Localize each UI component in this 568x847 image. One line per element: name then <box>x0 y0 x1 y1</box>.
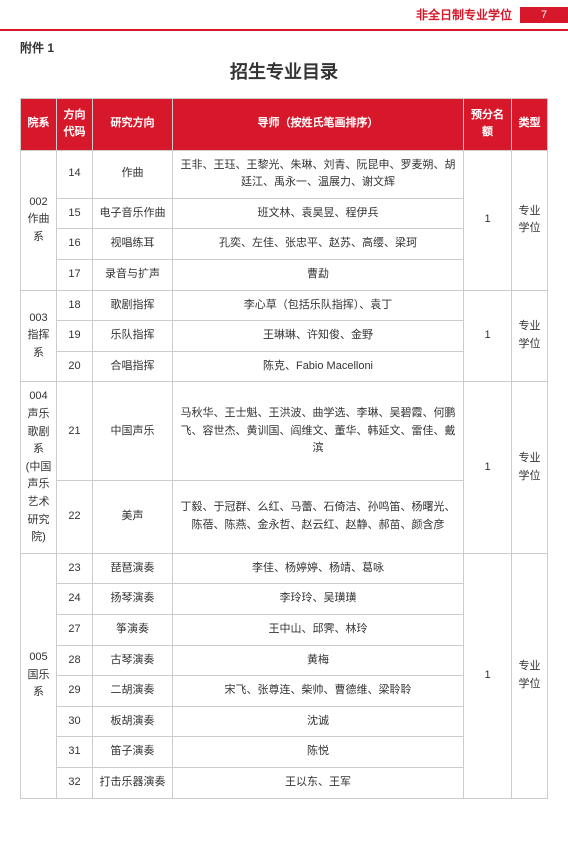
cell-tutor: 黄梅 <box>173 645 464 676</box>
cell-code: 32 <box>57 767 93 798</box>
cell-dept: 005国乐系 <box>21 553 57 798</box>
cell-code: 22 <box>57 481 93 553</box>
cell-tutor: 李佳、杨婷婷、杨靖、葛咏 <box>173 553 464 584</box>
cell-tutor: 李玲玲、吴璜璜 <box>173 584 464 615</box>
cell-quota: 1 <box>464 382 512 553</box>
cell-tutor: 李心草（包括乐队指挥）、袁丁 <box>173 290 464 321</box>
cell-quota: 1 <box>464 150 512 290</box>
cell-type: 专业学位 <box>512 553 548 798</box>
cell-tutor: 马秋华、王士魁、王洪波、曲学选、李琳、吴碧霞、何鹏飞、容世杰、黄训国、阎维文、董… <box>173 382 464 481</box>
cell-type: 专业学位 <box>512 382 548 553</box>
page-number: 7 <box>520 7 568 23</box>
cell-code: 29 <box>57 676 93 707</box>
cell-direction: 歌剧指挥 <box>93 290 173 321</box>
cell-type: 专业学位 <box>512 290 548 382</box>
cell-tutor: 王以东、王军 <box>173 767 464 798</box>
cell-code: 31 <box>57 737 93 768</box>
cell-code: 17 <box>57 260 93 291</box>
cell-direction: 筝演奏 <box>93 614 173 645</box>
cell-type: 专业学位 <box>512 150 548 290</box>
cell-tutor: 沈诚 <box>173 706 464 737</box>
th-dept: 院系 <box>21 98 57 150</box>
cell-tutor: 丁毅、于冠群、么红、马蕾、石倚洁、孙鸣笛、杨曙光、陈蓓、陈燕、金永哲、赵云红、赵… <box>173 481 464 553</box>
header-label: 非全日制专业学位 <box>416 6 512 23</box>
cell-code: 15 <box>57 198 93 229</box>
th-tutor: 导师（按姓氏笔画排序） <box>173 98 464 150</box>
table-row: 002作曲系14作曲王非、王珏、王黎光、朱琳、刘青、阮昆申、罗麦朔、胡廷江、禹永… <box>21 150 548 198</box>
cell-direction: 视唱练耳 <box>93 229 173 260</box>
cell-tutor: 曹勐 <box>173 260 464 291</box>
cell-code: 24 <box>57 584 93 615</box>
table-row: 005国乐系23琵琶演奏李佳、杨婷婷、杨靖、葛咏1专业学位 <box>21 553 548 584</box>
cell-tutor: 陈悦 <box>173 737 464 768</box>
cell-tutor: 班文林、袁昊昱、程伊兵 <box>173 198 464 229</box>
cell-direction: 录音与扩声 <box>93 260 173 291</box>
page-title: 招生专业目录 <box>0 58 568 84</box>
cell-direction: 电子音乐作曲 <box>93 198 173 229</box>
cell-direction: 扬琴演奏 <box>93 584 173 615</box>
catalog-table: 院系 方向代码 研究方向 导师（按姓氏笔画排序） 预分名额 类型 002作曲系1… <box>20 98 548 799</box>
cell-direction: 合唱指挥 <box>93 351 173 382</box>
cell-dept: 004声乐歌剧系 (中国声乐艺术研究院) <box>21 382 57 553</box>
th-type: 类型 <box>512 98 548 150</box>
header-divider <box>0 29 568 31</box>
cell-tutor: 陈克、Fabio Macelloni <box>173 351 464 382</box>
th-code: 方向代码 <box>57 98 93 150</box>
table-row: 004声乐歌剧系 (中国声乐艺术研究院)21中国声乐马秋华、王士魁、王洪波、曲学… <box>21 382 548 481</box>
cell-direction: 琵琶演奏 <box>93 553 173 584</box>
cell-code: 14 <box>57 150 93 198</box>
cell-direction: 打击乐器演奏 <box>93 767 173 798</box>
cell-dept: 002作曲系 <box>21 150 57 290</box>
cell-tutor: 王非、王珏、王黎光、朱琳、刘青、阮昆申、罗麦朔、胡廷江、禹永一、温展力、谢文辉 <box>173 150 464 198</box>
cell-code: 20 <box>57 351 93 382</box>
attachment-label: 附件 1 <box>20 39 568 56</box>
cell-code: 28 <box>57 645 93 676</box>
table-body: 002作曲系14作曲王非、王珏、王黎光、朱琳、刘青、阮昆申、罗麦朔、胡廷江、禹永… <box>21 150 548 798</box>
cell-direction: 古琴演奏 <box>93 645 173 676</box>
cell-code: 18 <box>57 290 93 321</box>
cell-direction: 乐队指挥 <box>93 321 173 352</box>
cell-code: 16 <box>57 229 93 260</box>
th-quota: 预分名额 <box>464 98 512 150</box>
cell-tutor: 孔奕、左佳、张忠平、赵苏、高缨、梁珂 <box>173 229 464 260</box>
cell-direction: 二胡演奏 <box>93 676 173 707</box>
cell-code: 19 <box>57 321 93 352</box>
cell-tutor: 王琳琳、许知俊、金野 <box>173 321 464 352</box>
cell-code: 27 <box>57 614 93 645</box>
cell-direction: 笛子演奏 <box>93 737 173 768</box>
cell-direction: 作曲 <box>93 150 173 198</box>
cell-code: 21 <box>57 382 93 481</box>
cell-quota: 1 <box>464 553 512 798</box>
table-wrapper: 院系 方向代码 研究方向 导师（按姓氏笔画排序） 预分名额 类型 002作曲系1… <box>0 98 568 819</box>
cell-dept: 003指挥系 <box>21 290 57 382</box>
table-header-row: 院系 方向代码 研究方向 导师（按姓氏笔画排序） 预分名额 类型 <box>21 98 548 150</box>
th-dir: 研究方向 <box>93 98 173 150</box>
cell-direction: 中国声乐 <box>93 382 173 481</box>
cell-tutor: 宋飞、张尊连、柴帅、曹德维、梁聆聆 <box>173 676 464 707</box>
cell-direction: 板胡演奏 <box>93 706 173 737</box>
cell-tutor: 王中山、邱霁、林玲 <box>173 614 464 645</box>
page-header: 非全日制专业学位 7 <box>0 0 568 29</box>
cell-code: 23 <box>57 553 93 584</box>
table-row: 003指挥系18歌剧指挥李心草（包括乐队指挥）、袁丁1专业学位 <box>21 290 548 321</box>
cell-code: 30 <box>57 706 93 737</box>
cell-direction: 美声 <box>93 481 173 553</box>
cell-quota: 1 <box>464 290 512 382</box>
